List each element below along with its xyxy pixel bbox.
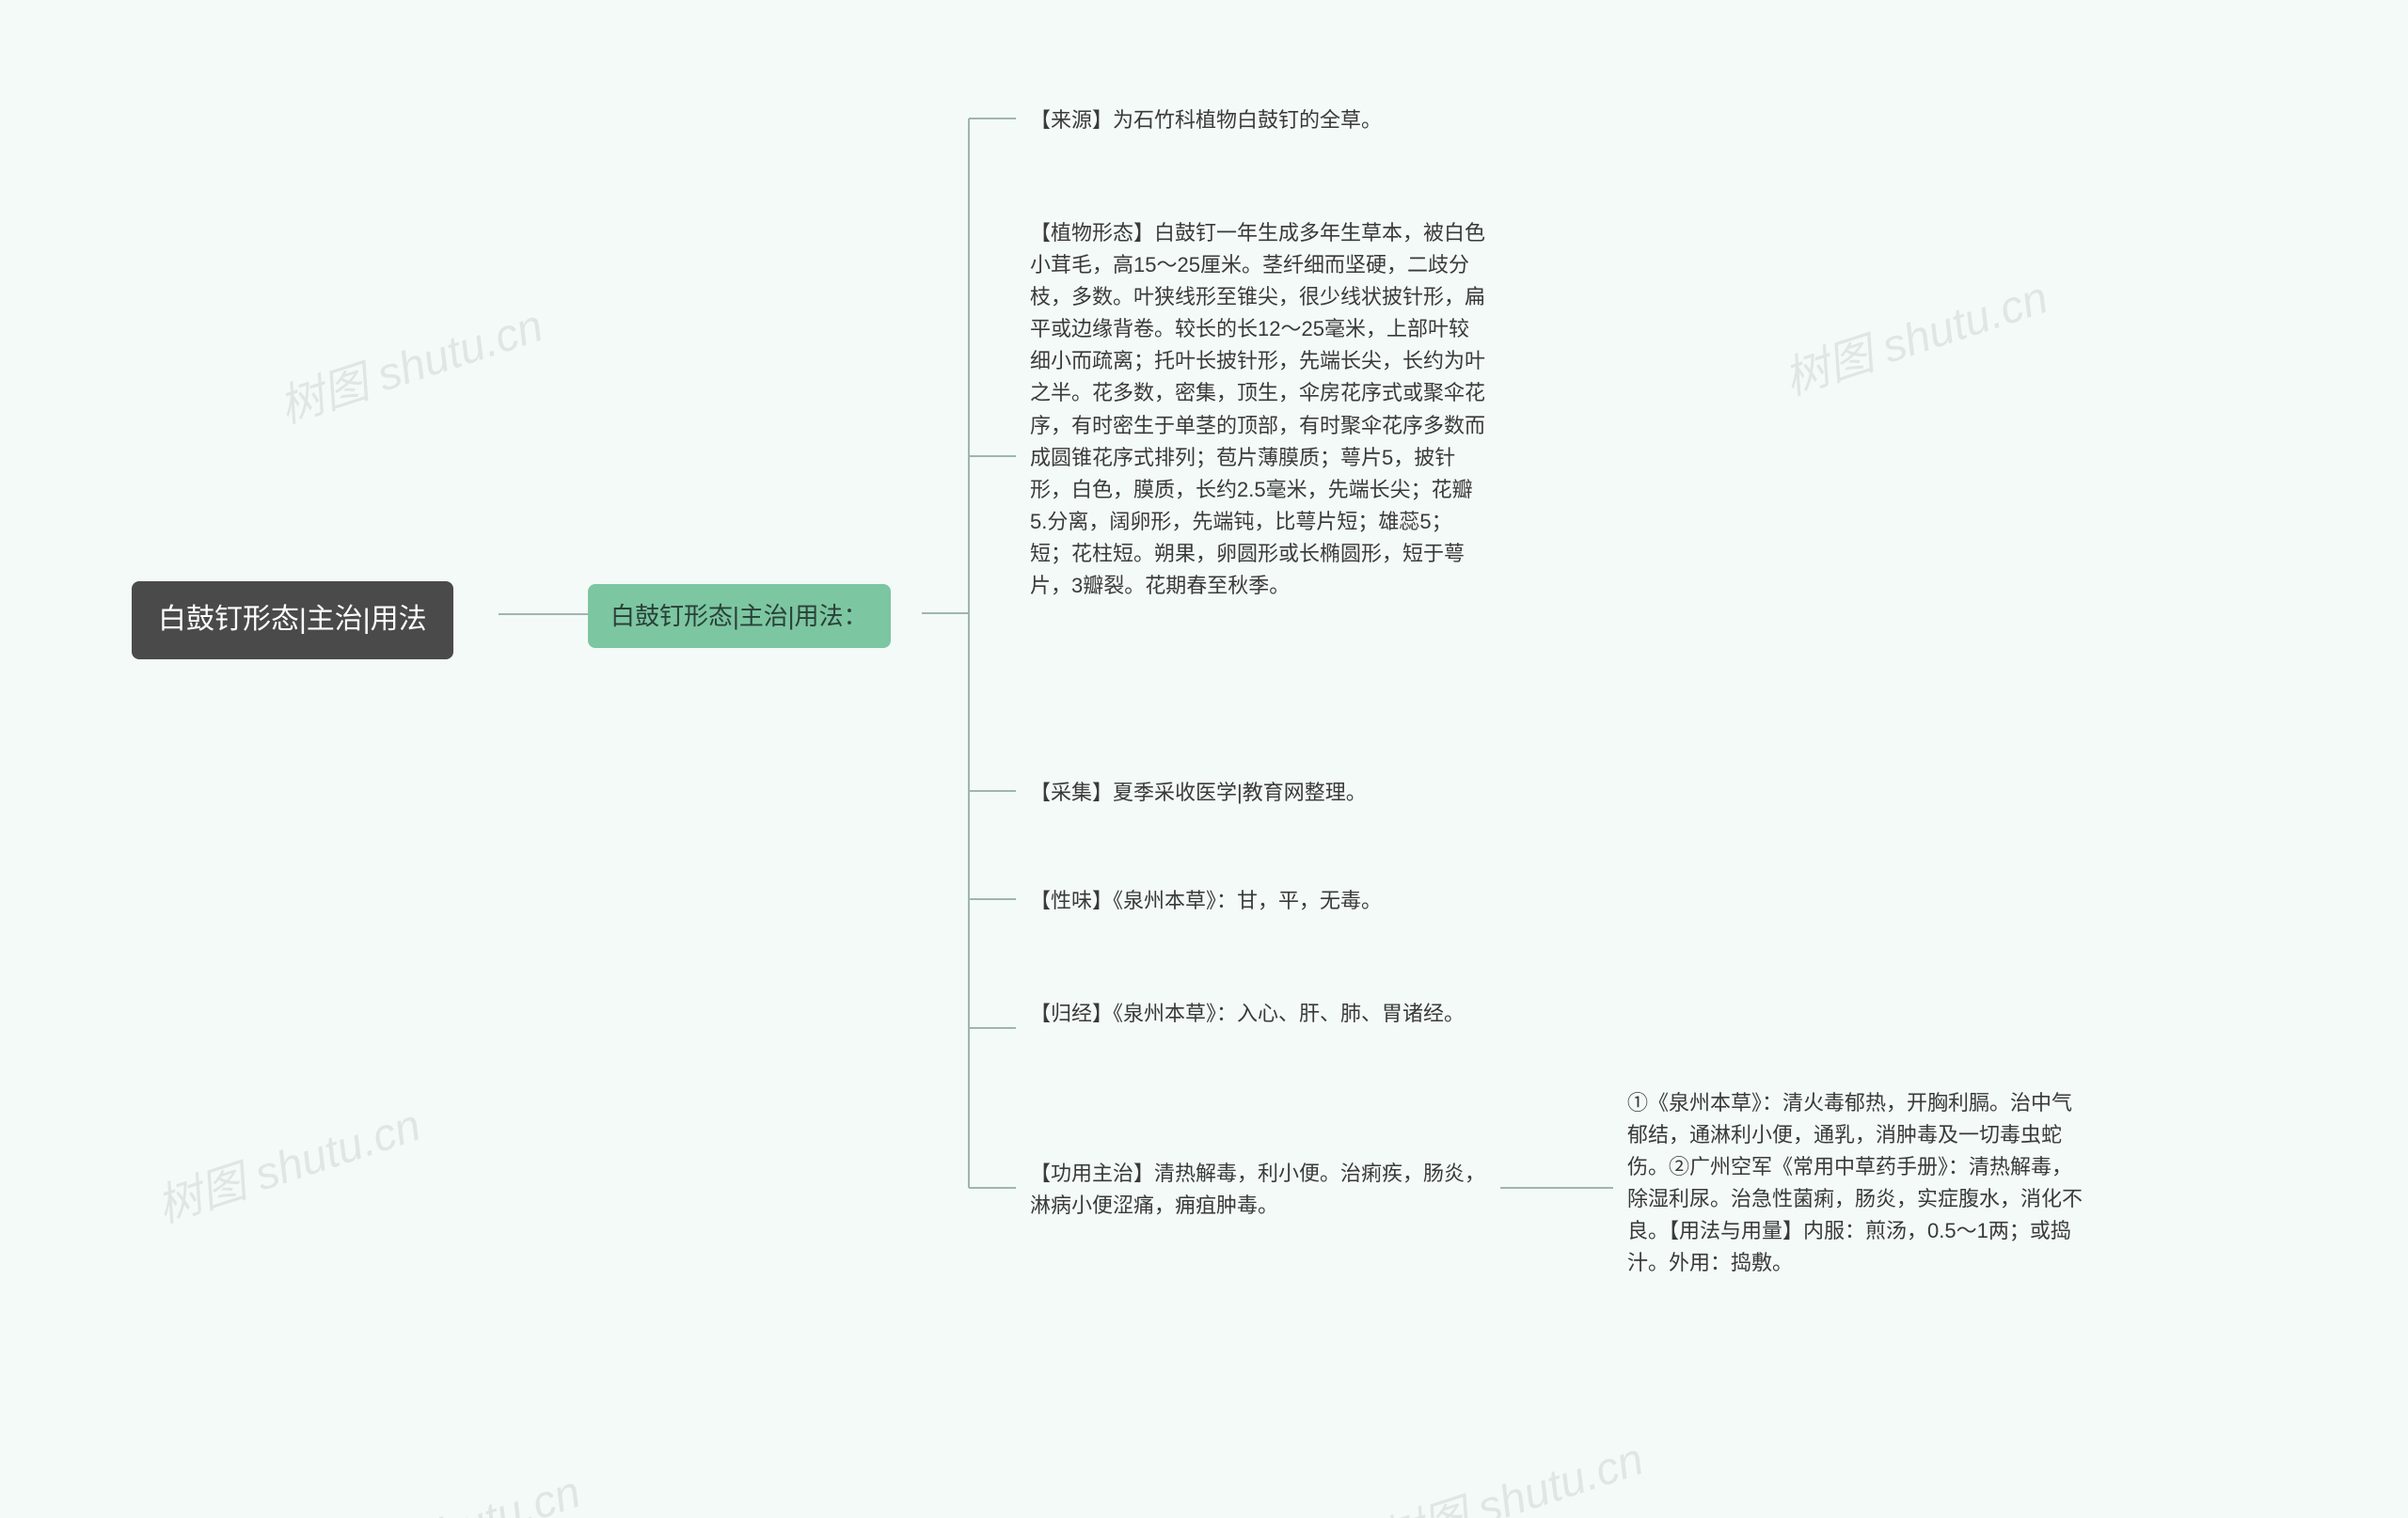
level1-node[interactable]: 白鼓钉形态|主治|用法：: [588, 584, 891, 648]
leaf-morphology[interactable]: 【植物形态】白鼓钉一年生成多年生草本，被白色小茸毛，高15～25厘米。茎纤细而坚…: [1021, 212, 1496, 608]
leaf-text: 【采集】夏季采收医学|教育网整理。: [1030, 781, 1367, 804]
leaf-text: ①《泉州本草》：清火毒郁热，开胸利膈。治中气郁结，通淋利小便，通乳，消肿毒及一切…: [1627, 1091, 2083, 1274]
mindmap-canvas: 树图 shutu.cn 树图 shutu.cn 树图 shutu.cn 树图 s…: [0, 0, 2408, 1518]
leaf-source[interactable]: 【来源】为石竹科植物白鼓钉的全草。: [1021, 99, 1472, 142]
level1-label: 白鼓钉形态|主治|用法：: [610, 602, 868, 630]
leaf-text: 【来源】为石竹科植物白鼓钉的全草。: [1030, 108, 1382, 132]
watermark: 树图 shutu.cn: [1774, 261, 2054, 407]
leaf-detail[interactable]: ①《泉州本草》：清火毒郁热，开胸利膈。治中气郁结，通淋利小便，通乳，消肿毒及一切…: [1618, 1082, 2098, 1286]
leaf-meridian[interactable]: 【归经】《泉州本草》：入心、肝、肺、胃诸经。: [1021, 992, 1496, 1036]
root-label: 白鼓钉形态|主治|用法: [158, 604, 427, 635]
watermark: 树图 shutu.cn: [147, 1088, 427, 1235]
leaf-function[interactable]: 【功用主治】清热解毒，利小便。治痢疾，肠炎，淋病小便涩痛，痈疽肿毒。: [1021, 1152, 1496, 1227]
leaf-flavor[interactable]: 【性味】《泉州本草》：甘，平，无毒。: [1021, 879, 1491, 923]
watermark: 树图 shutu.cn: [307, 1455, 587, 1518]
watermark: 树图 shutu.cn: [269, 289, 549, 435]
leaf-text: 【功用主治】清热解毒，利小便。治痢疾，肠炎，淋病小便涩痛，痈疽肿毒。: [1030, 1162, 1485, 1217]
root-node[interactable]: 白鼓钉形态|主治|用法: [132, 581, 453, 659]
leaf-text: 【归经】《泉州本草》：入心、肝、肺、胃诸经。: [1030, 1002, 1465, 1025]
watermark: 树图 shutu.cn: [1370, 1422, 1650, 1518]
leaf-text: 【植物形态】白鼓钉一年生成多年生草本，被白色小茸毛，高15～25厘米。茎纤细而坚…: [1030, 221, 1485, 597]
leaf-collect[interactable]: 【采集】夏季采收医学|教育网整理。: [1021, 771, 1472, 814]
leaf-text: 【性味】《泉州本草》：甘，平，无毒。: [1030, 889, 1382, 912]
